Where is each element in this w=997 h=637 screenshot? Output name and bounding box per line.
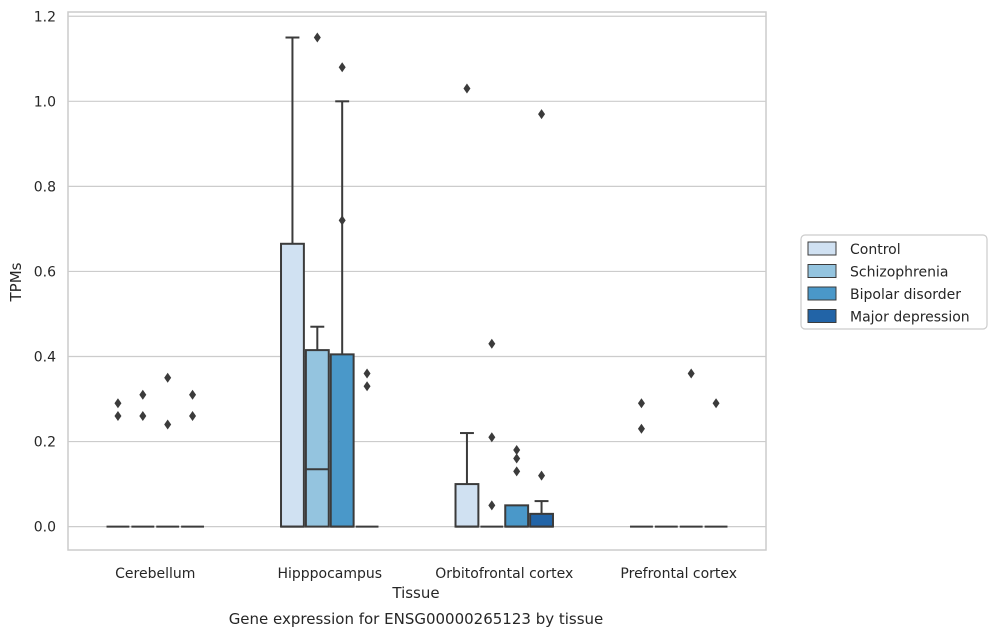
x-tick-label: Cerebellum	[115, 566, 195, 582]
legend-label: Major depression	[850, 310, 970, 326]
outlier-point	[513, 466, 521, 477]
box-control	[280, 36, 305, 528]
outlier-point	[313, 32, 321, 43]
outlier-point	[687, 368, 695, 379]
grid-lines	[68, 15, 766, 528]
box-control	[454, 432, 480, 528]
outlier-point	[513, 445, 521, 456]
outlier-point	[189, 411, 197, 422]
legend-swatch	[807, 264, 837, 278]
box-body	[454, 483, 480, 528]
box-major-depression	[529, 500, 554, 528]
box-schizophrenia	[304, 325, 330, 528]
outlier-point	[488, 432, 496, 443]
outlier-point	[488, 500, 496, 511]
box-body	[280, 242, 305, 528]
legend-label: Control	[850, 242, 901, 258]
y-tick-label: 0.4	[34, 349, 56, 365]
legend: Control Schizophrenia Bipolar disorder Majo…	[800, 234, 988, 330]
outlier-point	[363, 368, 371, 379]
outlier-point	[164, 372, 172, 383]
box-body	[329, 353, 355, 528]
outliers	[114, 32, 720, 511]
box-body	[504, 504, 530, 528]
y-tick-labels: 0.0 0.2 0.4 0.6 0.8 1.0 1.2	[34, 9, 56, 535]
y-axis-label: TPMs	[7, 262, 25, 302]
y-tick-label: 1.2	[34, 9, 56, 25]
x-tick-labels: Cerebellum Hipppocampus Orbitofrontal cort…	[115, 566, 737, 582]
outlier-point	[538, 109, 546, 120]
outlier-point	[164, 419, 172, 430]
plot-frame	[67, 11, 767, 551]
outlier-point	[363, 381, 371, 392]
y-tick-label: 0.8	[34, 179, 56, 195]
chart-caption: Gene expression for ENSG00000265123 by t…	[229, 610, 604, 628]
y-tick-label: 1.0	[34, 94, 56, 110]
boxes	[106, 36, 728, 528]
x-tick-label: Prefrontal cortex	[620, 566, 737, 582]
outlier-point	[338, 62, 346, 73]
y-tick-label: 0.2	[34, 435, 56, 451]
y-tick-label: 0.6	[34, 264, 56, 280]
y-tick-label: 0.0	[34, 520, 56, 536]
outlier-point	[488, 338, 496, 349]
legend-frame	[800, 234, 988, 330]
x-tick-label: Hipppocampus	[277, 566, 382, 582]
legend-label: Schizophrenia	[850, 265, 948, 281]
outlier-point	[463, 83, 471, 94]
x-tick-label: Orbitofrontal cortex	[435, 566, 573, 582]
outlier-point	[114, 411, 122, 422]
legend-label: Bipolar disorder	[850, 287, 961, 303]
outlier-point	[637, 423, 645, 434]
box-body	[304, 349, 330, 528]
legend-swatch	[807, 309, 837, 323]
legend-swatch	[807, 241, 837, 256]
box-bipolar-disorder	[504, 504, 530, 528]
outlier-point	[513, 453, 521, 464]
box-bipolar-disorder	[329, 100, 355, 528]
outlier-point	[538, 470, 546, 481]
x-axis-label: Tissue	[391, 584, 439, 602]
outlier-point	[712, 398, 720, 409]
legend-swatch	[807, 286, 837, 301]
outlier-point	[338, 215, 346, 226]
outlier-point	[139, 389, 147, 400]
outlier-point	[189, 389, 197, 400]
outlier-point	[139, 411, 147, 422]
box-body	[529, 512, 554, 528]
outlier-point	[114, 398, 122, 409]
outlier-point	[637, 398, 645, 409]
